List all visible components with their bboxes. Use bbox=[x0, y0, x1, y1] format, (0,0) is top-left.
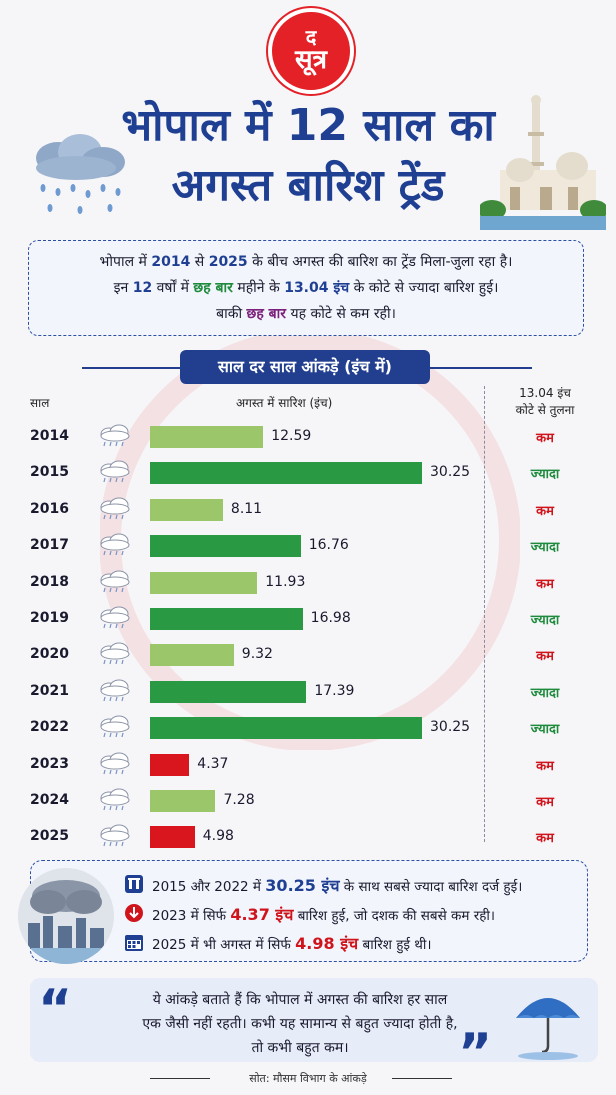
rain-cloud-icon bbox=[100, 642, 130, 665]
value-label: 4.98 bbox=[202, 828, 234, 845]
year-label: 2025 bbox=[30, 828, 69, 845]
comparison-label: कम bbox=[536, 758, 554, 774]
value-label: 8.11 bbox=[230, 500, 263, 517]
year-label: 2017 bbox=[30, 537, 69, 554]
bar-2018 bbox=[150, 571, 258, 594]
highlight-2: 2023 में सिर्फ 4.37 इंच बारिश हुई, जो दश… bbox=[152, 905, 496, 924]
year-label: 2018 bbox=[30, 573, 69, 590]
summary-line2: इन 12 वर्षों में छह बार महीने के 13.04 इ… bbox=[113, 280, 499, 296]
rain-cloud-icon bbox=[100, 824, 130, 847]
value-label: 17.39 bbox=[314, 682, 355, 699]
comparison-label: ज्यादा bbox=[530, 722, 560, 738]
bar-2021 bbox=[150, 680, 307, 703]
quote-close-icon: ” bbox=[458, 1023, 493, 1083]
summary-box: भोपाल में 2014 से 2025 के बीच अगस्त की ब… bbox=[28, 240, 584, 336]
header-cmp1: 13.04 इंच bbox=[519, 386, 571, 400]
source-line-right bbox=[392, 1078, 452, 1079]
comparison-label: कम bbox=[536, 831, 554, 847]
rain-cloud-icon bbox=[100, 460, 130, 483]
comparison-label: कम bbox=[536, 795, 554, 810]
rain-cloud-illustration bbox=[36, 134, 125, 214]
down-arrow-icon bbox=[125, 904, 143, 922]
rain-cloud-icon bbox=[100, 679, 130, 701]
section-title: साल दर साल आंकड़े (इंच में) bbox=[180, 350, 430, 384]
rain-cloud-icon bbox=[100, 788, 130, 811]
value-label: 30.25 bbox=[430, 719, 471, 736]
umbrella-icon bbox=[516, 998, 580, 1060]
comparison-label: ज्यादा bbox=[530, 540, 560, 556]
calendar-icon bbox=[125, 935, 143, 951]
banner-line-right bbox=[430, 367, 532, 369]
rain-cloud-icon bbox=[100, 570, 130, 592]
year-label: 2016 bbox=[30, 500, 69, 517]
rain-cloud-icon bbox=[100, 497, 130, 519]
comparison-label: कम bbox=[536, 503, 554, 519]
city-rain-illustration bbox=[18, 868, 114, 964]
quote-open-icon: “ bbox=[38, 979, 73, 1039]
bar-2023 bbox=[150, 753, 190, 776]
rain-cloud-icon bbox=[100, 715, 130, 738]
comparison-label: कम bbox=[536, 649, 554, 665]
comparison-label: कम bbox=[536, 431, 554, 446]
rain-cloud-icon bbox=[100, 533, 130, 556]
page-title-line1: भोपाल में 12 साल का bbox=[121, 100, 495, 151]
building-icon bbox=[125, 875, 143, 893]
summary-line1: भोपाल में 2014 से 2025 के बीच अगस्त की ब… bbox=[99, 254, 513, 270]
rain-cloud-icon bbox=[100, 752, 130, 774]
highlights-box bbox=[30, 860, 588, 962]
logo-line1: द bbox=[305, 25, 317, 49]
highlight-3: 2025 में भी अगस्त में सिर्फ 4.98 इंच बार… bbox=[152, 934, 432, 953]
source-credit: सोत: मौसम विभाग के आंकड़े bbox=[249, 1072, 367, 1085]
value-label: 4.37 bbox=[197, 755, 229, 772]
year-label: 2022 bbox=[30, 719, 69, 736]
bar-2019 bbox=[150, 608, 303, 630]
comparison-label: कम bbox=[536, 576, 554, 592]
rain-cloud-icon bbox=[100, 424, 130, 447]
comparison-label: ज्यादा bbox=[530, 685, 560, 701]
bar-2015 bbox=[150, 462, 422, 485]
year-label: 2024 bbox=[30, 792, 69, 808]
value-label: 9.32 bbox=[241, 646, 273, 663]
bar-2016 bbox=[150, 498, 223, 521]
source-line-left bbox=[150, 1078, 210, 1079]
value-label: 12.59 bbox=[271, 428, 312, 444]
logo-line2: सूत्र bbox=[295, 45, 327, 75]
year-label: 2014 bbox=[30, 428, 69, 444]
header-rain: अगस्त में सारिश (इंच) bbox=[236, 396, 333, 410]
page-title-line2: अगस्त बारिश ट्रेंड bbox=[171, 160, 445, 211]
banner-line-left bbox=[82, 367, 180, 369]
year-label: 2023 bbox=[30, 755, 69, 772]
summary-line3: बाकी छह बार यह कोटे से कम रही। bbox=[216, 306, 396, 322]
bar-2020 bbox=[150, 644, 234, 667]
year-label: 2020 bbox=[30, 646, 69, 663]
highlight-1: 2015 और 2022 में 30.25 इंच के साथ सबसे ज… bbox=[152, 876, 523, 895]
header-cmp2: कोटे से तुलना bbox=[515, 403, 575, 417]
brand-logo: द सूत्र bbox=[268, 8, 354, 94]
quote-text: ये आंकड़े बताते हैं कि भोपाल में अगस्त क… bbox=[142, 992, 458, 1056]
bar-2014 bbox=[150, 426, 264, 448]
year-label: 2015 bbox=[30, 464, 69, 481]
bar-2025 bbox=[150, 826, 195, 849]
comparison-divider bbox=[484, 386, 486, 842]
mosque-illustration bbox=[480, 95, 606, 230]
value-label: 30.25 bbox=[430, 464, 471, 481]
year-label: 2021 bbox=[30, 682, 69, 699]
rain-cloud-icon bbox=[100, 606, 130, 629]
bar-2017 bbox=[150, 535, 301, 558]
year-label: 2019 bbox=[30, 610, 69, 626]
header-year: साल bbox=[30, 396, 50, 410]
bar-2024 bbox=[150, 790, 216, 812]
value-label: 16.76 bbox=[308, 537, 349, 554]
value-label: 11.93 bbox=[265, 573, 306, 590]
quote-box bbox=[30, 978, 598, 1062]
value-label: 16.98 bbox=[310, 610, 351, 626]
comparison-label: ज्यादा bbox=[530, 467, 560, 483]
bar-2022 bbox=[150, 717, 422, 740]
comparison-label: ज्यादा bbox=[530, 613, 560, 628]
value-label: 7.28 bbox=[223, 792, 255, 808]
